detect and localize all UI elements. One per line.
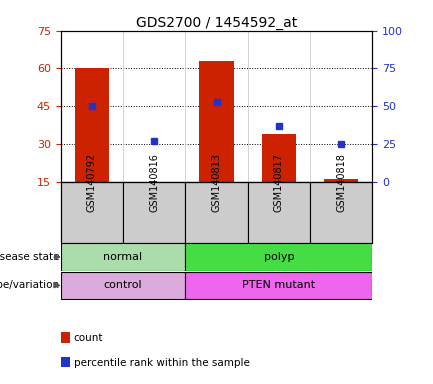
Bar bbox=[248, 182, 310, 243]
Text: PTEN mutant: PTEN mutant bbox=[242, 280, 315, 290]
Text: genotype/variation: genotype/variation bbox=[0, 280, 59, 290]
Bar bbox=[185, 272, 372, 299]
Bar bbox=[74, 68, 109, 182]
Text: control: control bbox=[103, 280, 142, 290]
Bar bbox=[310, 182, 372, 243]
Text: GSM140792: GSM140792 bbox=[87, 153, 97, 212]
Text: GSM140813: GSM140813 bbox=[211, 153, 222, 212]
Text: percentile rank within the sample: percentile rank within the sample bbox=[74, 358, 249, 368]
Bar bbox=[123, 182, 185, 243]
Bar bbox=[61, 182, 123, 243]
Text: GSM140818: GSM140818 bbox=[336, 153, 346, 212]
Bar bbox=[61, 272, 185, 299]
Text: normal: normal bbox=[103, 252, 142, 262]
Title: GDS2700 / 1454592_at: GDS2700 / 1454592_at bbox=[136, 16, 297, 30]
Bar bbox=[324, 179, 359, 182]
Text: GSM140816: GSM140816 bbox=[149, 153, 159, 212]
Bar bbox=[185, 182, 248, 243]
Bar bbox=[185, 243, 372, 271]
Text: polyp: polyp bbox=[264, 252, 294, 262]
Bar bbox=[262, 134, 296, 182]
Text: count: count bbox=[74, 333, 103, 343]
Text: GSM140817: GSM140817 bbox=[274, 153, 284, 212]
Bar bbox=[199, 61, 234, 182]
Bar bbox=[61, 243, 185, 271]
Text: disease state: disease state bbox=[0, 252, 59, 262]
